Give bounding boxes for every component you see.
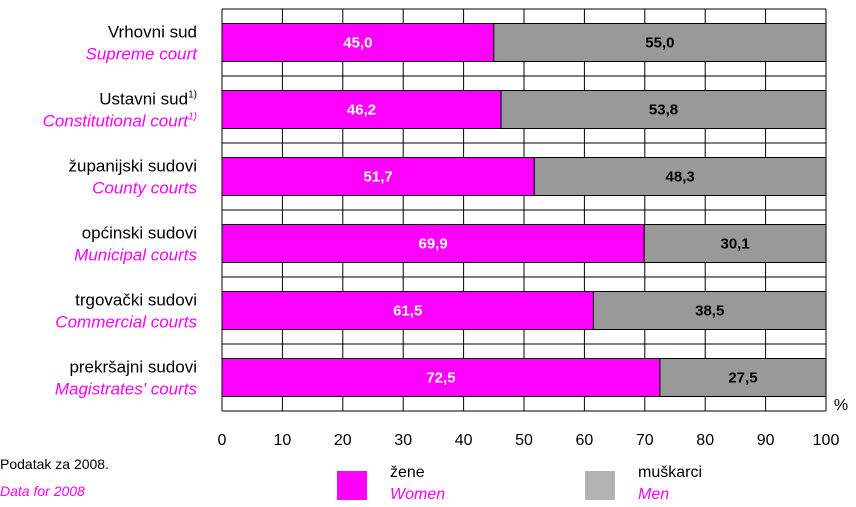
category-label: općinski sudovi xyxy=(82,224,197,243)
data-label-women: 61,5 xyxy=(393,303,422,320)
x-tick-label: 30 xyxy=(394,432,412,449)
unit-label: % xyxy=(834,397,848,414)
category-label: Ustavni sud1) xyxy=(99,90,197,109)
note-line-1: Podatak za 2008. xyxy=(0,456,109,472)
x-tick-label: 10 xyxy=(274,432,292,449)
bar-men xyxy=(643,224,827,263)
category-label-en: Supreme court xyxy=(86,45,199,64)
bar-men xyxy=(592,291,827,330)
data-label-men: 30,1 xyxy=(720,236,749,253)
x-tick-label: 90 xyxy=(757,432,775,449)
legend: žene Women muškarci Men xyxy=(337,464,702,503)
category-label-en: Commercial courts xyxy=(55,313,197,332)
grid xyxy=(221,8,827,412)
data-label-men: 48,3 xyxy=(666,169,695,186)
category-label: Vrhovni sud xyxy=(108,23,197,42)
category-labels: Vrhovni sud Supreme court Ustavni sud1) Con… xyxy=(43,23,199,399)
x-tick-label: 100 xyxy=(813,432,840,449)
legend-label-men-en: Men xyxy=(638,486,669,503)
category-label-en: Constitutional court1) xyxy=(43,112,197,131)
bar-women xyxy=(221,90,502,129)
note-line-2: Data for 2008 xyxy=(0,483,85,499)
bar-men xyxy=(500,90,827,129)
category-label: prekršajni sudovi xyxy=(69,358,197,377)
x-tick-label: 70 xyxy=(636,432,654,449)
category-label-en: Magistrates' courts xyxy=(55,380,198,399)
data-label-women: 45,0 xyxy=(343,35,372,52)
data-label-men: 53,8 xyxy=(649,102,678,119)
x-axis: 0 10 20 30 40 50 60 70 80 90 100 xyxy=(218,432,840,449)
legend-swatch-women xyxy=(337,471,367,500)
bar-women xyxy=(221,23,495,62)
x-tick-label: 80 xyxy=(696,432,714,449)
x-tick-label: 50 xyxy=(515,432,533,449)
bar-men xyxy=(659,358,827,397)
data-label-women: 72,5 xyxy=(426,370,455,387)
x-tick-label: 60 xyxy=(576,432,594,449)
category-label: županijski sudovi xyxy=(68,157,197,176)
legend-label-women-en: Women xyxy=(390,486,445,503)
bar-women xyxy=(221,224,645,263)
legend-label-men: muškarci xyxy=(638,464,702,481)
data-label-women: 69,9 xyxy=(418,236,447,253)
category-label-en: County courts xyxy=(92,179,197,198)
bar-men xyxy=(493,23,827,62)
legend-swatch-men xyxy=(585,471,615,500)
x-tick-label: 0 xyxy=(218,432,227,449)
data-label-men: 55,0 xyxy=(645,35,674,52)
bars: 45,0 55,0 46,2 53,8 51,7 48,3 69,9 30,1 61,5 38,5… xyxy=(221,23,827,397)
category-label-en: Municipal courts xyxy=(74,246,197,265)
bar-men xyxy=(533,157,827,196)
data-label-women: 51,7 xyxy=(364,169,393,186)
x-tick-label: 20 xyxy=(334,432,352,449)
bar-women xyxy=(221,157,535,196)
category-label: trgovački sudovi xyxy=(75,291,197,310)
bar-women xyxy=(221,291,594,330)
legend-label-women: žene xyxy=(390,464,425,481)
data-label-men: 38,5 xyxy=(695,303,724,320)
data-label-women: 46,2 xyxy=(347,102,376,119)
x-tick-label: 40 xyxy=(455,432,473,449)
data-label-men: 27,5 xyxy=(728,370,757,387)
